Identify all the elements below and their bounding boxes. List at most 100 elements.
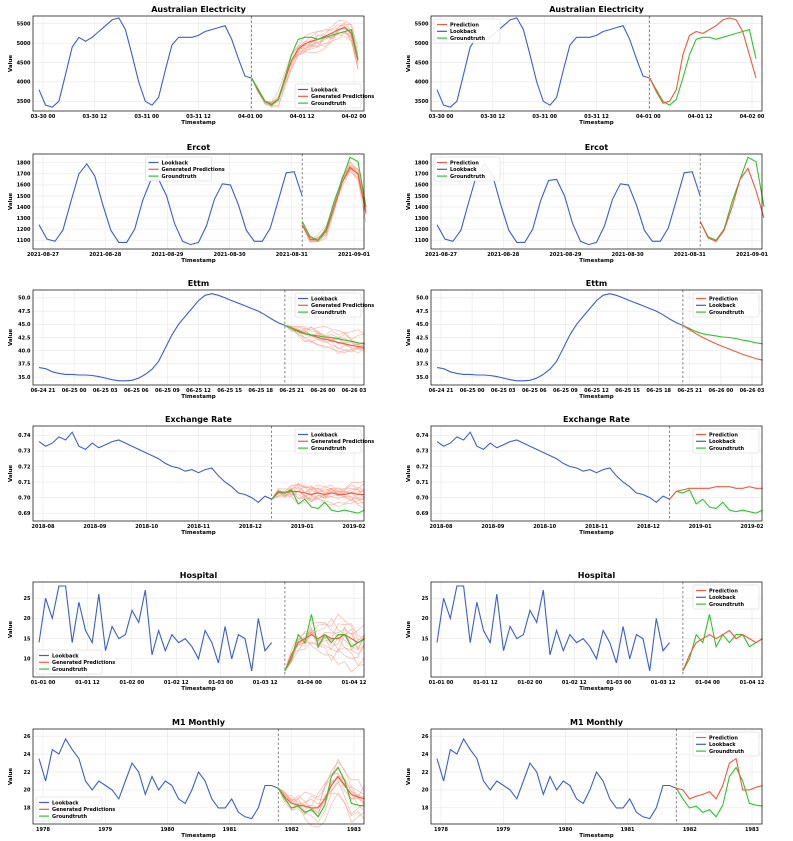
x-tick-label: 1980 [160,827,174,833]
groundtruth-line [675,766,763,818]
generated-sample-line [271,488,365,502]
plot-frame [32,581,365,678]
plot-frame [32,153,365,250]
x-axis-label: Timestamp [579,394,613,400]
chart-title: M1 Monthly [570,718,624,727]
y-axis-label: Value [406,55,412,72]
x-tick-label: 1981 [621,827,635,833]
y-tick-label: 47.5 [416,309,429,315]
y-axis-label: Value [8,193,14,210]
x-tick-label: 1979 [496,827,510,833]
y-tick-label: 1500 [17,194,31,200]
lookback-line [38,17,252,108]
generated-sample-line [278,765,365,807]
groundtruth-line [301,156,367,241]
generated-sample-line [284,325,365,350]
x-tick-label: 2018-11 [585,524,608,530]
y-tick-label: 10 [422,657,429,663]
legend-label: Generated Predictions [52,807,115,813]
x-tick-label: 2019-01 [291,524,314,530]
generated-sample-line [284,621,365,672]
chart-panel-9: Ettm 35.0 37.5 40.0 42.5 45.0 47.5 50.0 06-24 21… [406,279,765,400]
lookback-line [436,17,650,108]
x-tick-label: 06-25 03 [93,388,118,394]
y-tick-label: 37.5 [416,362,429,368]
y-tick-label: 35.0 [18,375,31,381]
chart-panel-1: Australian Electricity 3500 4000 4500 5000 55… [8,5,374,126]
x-tick-label: 2018-12 [239,524,262,530]
y-tick-label: 5000 [17,41,31,47]
y-tick-label: 20 [24,788,31,794]
x-axis-label: Timestamp [181,394,215,400]
x-tick-label: 2021-08-29 [549,252,582,258]
x-tick-label: 1981 [223,827,237,833]
legend-label: Lookback [450,167,477,173]
x-tick-label: 04-01 00 [238,114,263,120]
chart-panel-5: Hospital 10 15 20 25 01-01 00 01-01 12 01-02 00… [8,571,367,692]
y-tick-label: 25 [24,596,31,602]
x-tick-label: 01-04 12 [342,680,367,686]
x-tick-label: 1978 [434,827,448,833]
x-tick-label: 2021-08-27 [27,252,60,258]
x-tick-label: 06-25 21 [279,388,304,394]
prediction-line [676,757,763,800]
x-tick-label: 2018-08 [32,524,55,530]
lookback-line [436,585,671,672]
x-tick-label: 2021-08-28 [487,252,520,258]
generated-sample-line [271,487,365,500]
y-tick-label: 20 [24,616,31,622]
legend-box [692,428,760,454]
chart-panel-11: Hospital 10 15 20 25 01-01 00 01-01 12 01-02 00… [406,571,765,692]
generated-median-line [301,166,367,241]
x-tick-label: 03-30 12 [480,114,505,120]
y-tick-label: 0.70 [18,495,31,501]
y-tick-label: 45.0 [416,322,429,328]
y-tick-label: 1300 [415,216,429,222]
y-tick-label: 0.69 [416,511,429,517]
legend-label: Groundtruth [311,446,347,452]
prediction-line [669,486,763,500]
y-tick-label: 42.5 [18,335,31,341]
x-tick-label: 2018-11 [187,524,210,530]
legend-label: Groundtruth [450,36,486,42]
y-tick-label: 45.0 [18,322,31,328]
y-tick-label: 1200 [415,227,429,233]
y-tick-label: 0.72 [416,464,429,470]
prediction-line [699,167,765,242]
x-tick-label: 03-31 00 [134,114,159,120]
legend-label: Groundtruth [52,814,88,820]
y-axis-label: Value [8,768,14,785]
x-tick-label: 2019-02 [741,524,764,530]
lookback-line [436,293,684,382]
y-axis-label: Value [406,193,412,210]
legend-box [35,649,103,675]
y-tick-label: 1700 [415,172,429,178]
y-tick-label: 18 [422,806,429,812]
x-tick-label: 01-02 00 [518,680,543,686]
legend-label: Groundtruth [52,667,88,673]
x-tick-label: 1978 [36,827,50,833]
x-tick-label: 01-01 12 [75,680,100,686]
y-tick-label: 10 [24,657,31,663]
y-tick-label: 22 [24,770,31,776]
legend-label: Lookback [52,800,79,806]
x-axis-label: Timestamp [579,530,613,536]
y-tick-label: 1200 [17,227,31,233]
y-tick-label: 1600 [415,183,429,189]
legend-label: Generated Predictions [311,303,374,309]
y-tick-label: 35.0 [416,375,429,381]
x-tick-label: 06-25 15 [217,388,242,394]
x-tick-label: 2021-08-28 [89,252,122,258]
legend-label: Prediction [709,735,738,741]
prediction-line [649,17,757,104]
chart-title: Ercot [187,143,211,152]
legend-label: Generated Predictions [52,660,115,666]
